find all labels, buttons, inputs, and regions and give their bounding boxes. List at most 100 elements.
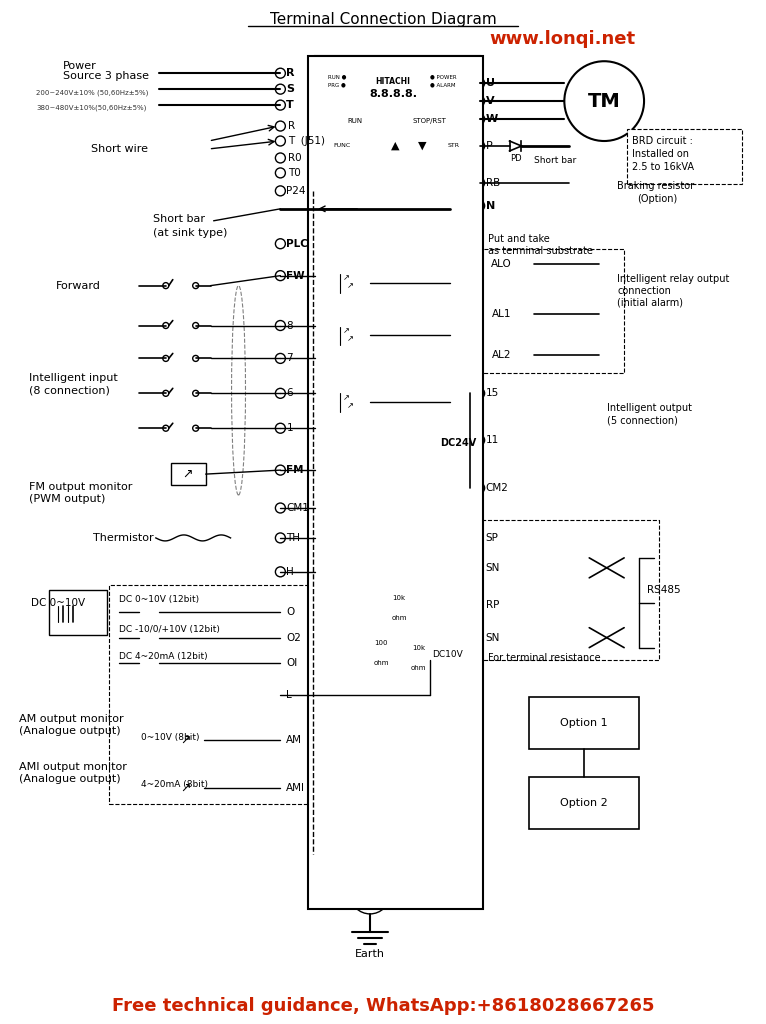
Text: P24: P24 (286, 186, 306, 196)
Circle shape (193, 355, 198, 361)
Circle shape (163, 323, 169, 329)
Text: (at sink type): (at sink type) (153, 227, 228, 238)
Text: (5 connection): (5 connection) (607, 416, 678, 425)
Circle shape (475, 201, 485, 211)
Circle shape (276, 321, 286, 331)
Text: CM1: CM1 (286, 503, 309, 513)
Text: 15: 15 (486, 388, 499, 398)
Text: RUN ●: RUN ● (328, 75, 346, 80)
Circle shape (276, 689, 286, 699)
Text: HITACHI: HITACHI (375, 77, 411, 86)
Bar (171, 463, 205, 485)
Text: 10k: 10k (392, 595, 405, 601)
Bar (627, 129, 741, 184)
Text: Option 2: Option 2 (561, 798, 608, 808)
Text: PRG ●: PRG ● (328, 83, 346, 88)
Bar (358, 72, 428, 106)
Text: (PWM output): (PWM output) (29, 494, 106, 504)
Text: Power: Power (63, 61, 97, 72)
Circle shape (276, 239, 286, 249)
Text: as terminal substrate: as terminal substrate (488, 246, 592, 256)
Circle shape (565, 61, 644, 141)
Circle shape (475, 483, 485, 493)
Circle shape (475, 114, 485, 124)
Text: 4~20mA (8bit): 4~20mA (8bit) (141, 779, 208, 788)
Text: AL1: AL1 (492, 308, 512, 318)
Circle shape (350, 874, 390, 913)
Circle shape (163, 283, 169, 289)
Text: 8: 8 (286, 321, 293, 331)
Bar (472, 595, 492, 614)
Text: Source 3 phase: Source 3 phase (63, 72, 149, 81)
Text: 1: 1 (286, 423, 293, 433)
Bar (470, 251, 535, 274)
Text: ↗: ↗ (343, 273, 350, 283)
Text: SP: SP (486, 532, 499, 543)
Text: ▼: ▼ (417, 141, 426, 151)
Text: R: R (288, 121, 296, 131)
Text: ● ALARM: ● ALARM (430, 83, 455, 88)
Text: SN: SN (486, 563, 500, 572)
Text: (Analogue output): (Analogue output) (19, 774, 121, 784)
Text: U: U (486, 78, 495, 88)
Text: FUNC: FUNC (333, 143, 350, 148)
Text: (8 connection): (8 connection) (29, 385, 110, 395)
Circle shape (276, 136, 286, 146)
Circle shape (276, 633, 286, 643)
Circle shape (475, 178, 485, 187)
Text: Option 1: Option 1 (561, 719, 608, 728)
Text: ● POWER: ● POWER (430, 75, 457, 80)
Text: (initial alarm): (initial alarm) (617, 298, 683, 307)
Circle shape (163, 390, 169, 396)
Bar (470, 342, 535, 367)
Text: Thermistor: Thermistor (93, 532, 154, 543)
Text: Forward: Forward (56, 281, 101, 291)
Text: ↗: ↗ (343, 393, 350, 401)
Text: O: O (286, 607, 295, 616)
Text: For terminal resistance: For terminal resistance (488, 652, 601, 663)
Circle shape (276, 567, 286, 577)
Circle shape (193, 323, 198, 329)
Text: Short bar: Short bar (153, 214, 205, 224)
Bar (326, 111, 470, 136)
Circle shape (276, 783, 286, 794)
Text: ohm: ohm (373, 659, 389, 666)
Text: FW: FW (286, 270, 305, 281)
Bar (470, 301, 535, 325)
Text: ALO: ALO (491, 259, 512, 268)
Bar (169, 777, 204, 799)
Text: Braking resistor: Braking resistor (617, 181, 694, 190)
Circle shape (276, 121, 286, 131)
Text: RP: RP (486, 600, 499, 609)
Text: W: W (486, 114, 498, 124)
Text: www.lonqi.net: www.lonqi.net (489, 31, 636, 48)
Text: RB: RB (486, 178, 500, 187)
Text: RS485: RS485 (647, 585, 681, 595)
Bar (308, 56, 483, 909)
Text: V: V (486, 96, 494, 106)
Circle shape (475, 435, 485, 445)
Text: 8.8.8.8.: 8.8.8.8. (369, 89, 417, 99)
Text: 200~240V±10% (50,60Hz±5%): 200~240V±10% (50,60Hz±5%) (36, 90, 149, 96)
Bar (529, 697, 639, 750)
Circle shape (276, 353, 286, 364)
Circle shape (475, 532, 485, 543)
Text: ↗: ↗ (347, 400, 354, 410)
Text: 2.5 to 16kVA: 2.5 to 16kVA (632, 162, 694, 172)
Circle shape (276, 84, 286, 94)
Bar (109, 585, 438, 804)
Text: FM: FM (286, 465, 304, 475)
Circle shape (276, 270, 286, 281)
Circle shape (276, 153, 286, 163)
Text: Intelligent output: Intelligent output (607, 403, 692, 414)
Circle shape (276, 735, 286, 745)
Text: T  (J51): T (J51) (288, 136, 326, 146)
Text: ↗: ↗ (182, 468, 193, 480)
Text: DC -10/0/+10V (12bit): DC -10/0/+10V (12bit) (119, 626, 220, 634)
Bar (370, 649, 390, 659)
Text: TH: TH (286, 532, 300, 543)
Text: DC24V: DC24V (440, 438, 476, 449)
Text: ↗: ↗ (343, 326, 350, 335)
Text: ohm: ohm (391, 614, 407, 621)
Text: PD: PD (510, 155, 522, 164)
